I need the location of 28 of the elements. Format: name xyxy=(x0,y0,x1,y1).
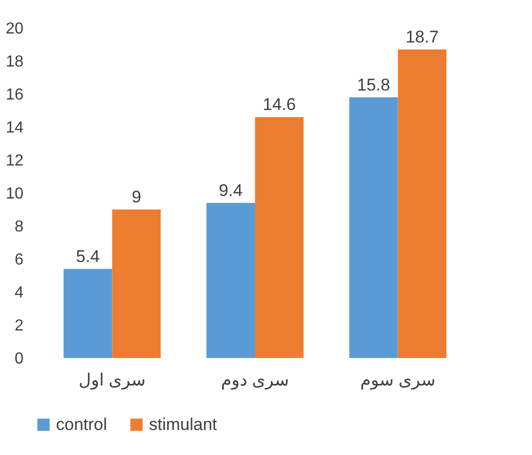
data-label: 5.4 xyxy=(76,246,100,266)
y-tick-label: 18 xyxy=(6,54,24,70)
legend-label: control xyxy=(56,414,108,434)
x-tick-label: سری دوم xyxy=(221,370,289,390)
data-label: 9.4 xyxy=(218,180,243,200)
y-tick-label: 20 xyxy=(6,20,24,38)
bar xyxy=(349,97,398,358)
legend-label: stimulant xyxy=(149,414,218,434)
bar xyxy=(112,210,161,358)
y-tick-label: 16 xyxy=(6,86,24,104)
y-tick-label: 4 xyxy=(14,284,24,302)
y-tick-label: 10 xyxy=(6,186,24,202)
data-label: 15.8 xyxy=(357,75,390,94)
bar xyxy=(64,268,112,358)
y-tick-label: 8 xyxy=(14,218,24,236)
bar xyxy=(255,117,304,358)
data-label: 9 xyxy=(132,188,142,206)
y-tick-label: 0 xyxy=(14,350,24,368)
bar xyxy=(398,49,446,358)
x-tick-label: سری اول xyxy=(78,370,146,390)
x-tick-label: سری سوم xyxy=(360,370,436,390)
y-tick-label: 6 xyxy=(14,252,24,268)
bar xyxy=(206,202,255,358)
y-tick-label: 2 xyxy=(14,318,24,334)
y-tick-label: 12 xyxy=(6,152,24,170)
data-label: 18.7 xyxy=(406,27,439,46)
y-tick-label: 14 xyxy=(6,120,24,136)
data-label: 14.6 xyxy=(262,95,296,114)
